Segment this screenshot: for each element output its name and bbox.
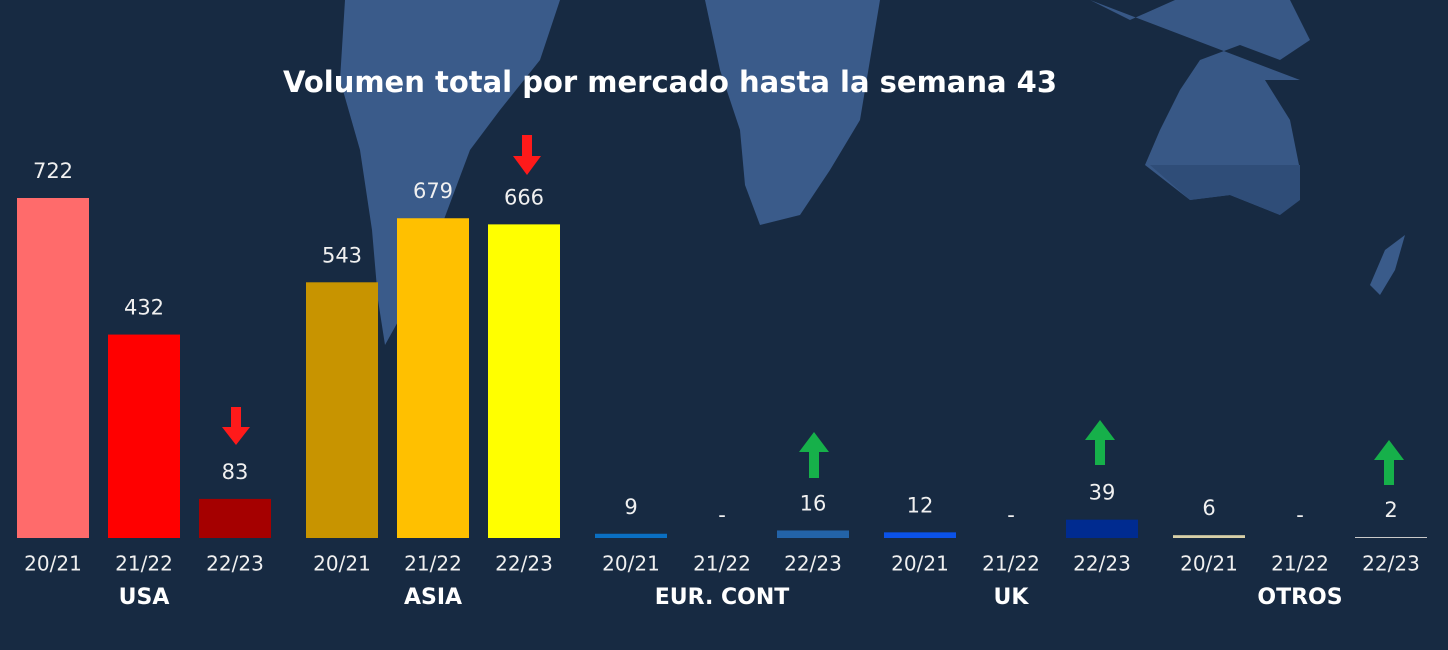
group-label: OTROS (1257, 585, 1342, 610)
value-label: 39 (1089, 481, 1116, 505)
x-tick-label: 22/23 (495, 552, 553, 576)
value-label: 16 (800, 491, 827, 515)
x-tick-label: 20/21 (24, 552, 82, 576)
x-tick-label: 20/21 (891, 552, 949, 576)
trend-arrows (222, 135, 1404, 485)
bar (1066, 519, 1138, 538)
value-label: 12 (907, 493, 934, 517)
value-label: 9 (624, 495, 637, 519)
bar (595, 533, 667, 538)
x-tick-label: 21/22 (1271, 552, 1329, 576)
up-arrow (799, 432, 829, 478)
value-label: 666 (504, 185, 544, 209)
group-label: ASIA (404, 585, 462, 610)
bar (397, 218, 469, 538)
bar (1173, 535, 1245, 538)
bar (306, 282, 378, 538)
value-label: - (1007, 503, 1015, 527)
value-label: 83 (222, 460, 249, 484)
bar (488, 224, 560, 538)
bar (1355, 537, 1427, 538)
value-label: - (718, 503, 726, 527)
bar (17, 198, 89, 538)
bar (777, 530, 849, 538)
x-tick-label: 21/22 (693, 552, 751, 576)
x-tick-label: 22/23 (1073, 552, 1131, 576)
chart-title: Volumen total por mercado hasta la seman… (283, 65, 1057, 99)
x-tick-label: 22/23 (206, 552, 264, 576)
value-label: 543 (322, 243, 362, 267)
x-tick-label: 20/21 (602, 552, 660, 576)
x-tick-label: 21/22 (404, 552, 462, 576)
value-label: 2 (1384, 498, 1397, 522)
up-arrow (1374, 440, 1404, 485)
bar (884, 532, 956, 538)
bar (108, 334, 180, 538)
value-label: - (1296, 503, 1304, 527)
value-label: 722 (33, 159, 73, 183)
value-label: 679 (413, 179, 453, 203)
x-tick-label: 22/23 (784, 552, 842, 576)
x-tick-label: 21/22 (115, 552, 173, 576)
bar (199, 498, 271, 538)
group-label: EUR. CONT (655, 585, 790, 610)
x-tick-label: 22/23 (1362, 552, 1420, 576)
value-label: 6 (1202, 496, 1215, 520)
value-label: 432 (124, 296, 164, 320)
group-label: USA (119, 585, 170, 610)
x-tick-label: 20/21 (1180, 552, 1238, 576)
map (340, 0, 1405, 345)
group-label: UK (994, 585, 1030, 610)
down-arrow (513, 135, 541, 175)
down-arrow (222, 407, 250, 445)
x-tick-label: 21/22 (982, 552, 1040, 576)
up-arrow (1085, 420, 1115, 465)
x-tick-label: 20/21 (313, 552, 371, 576)
